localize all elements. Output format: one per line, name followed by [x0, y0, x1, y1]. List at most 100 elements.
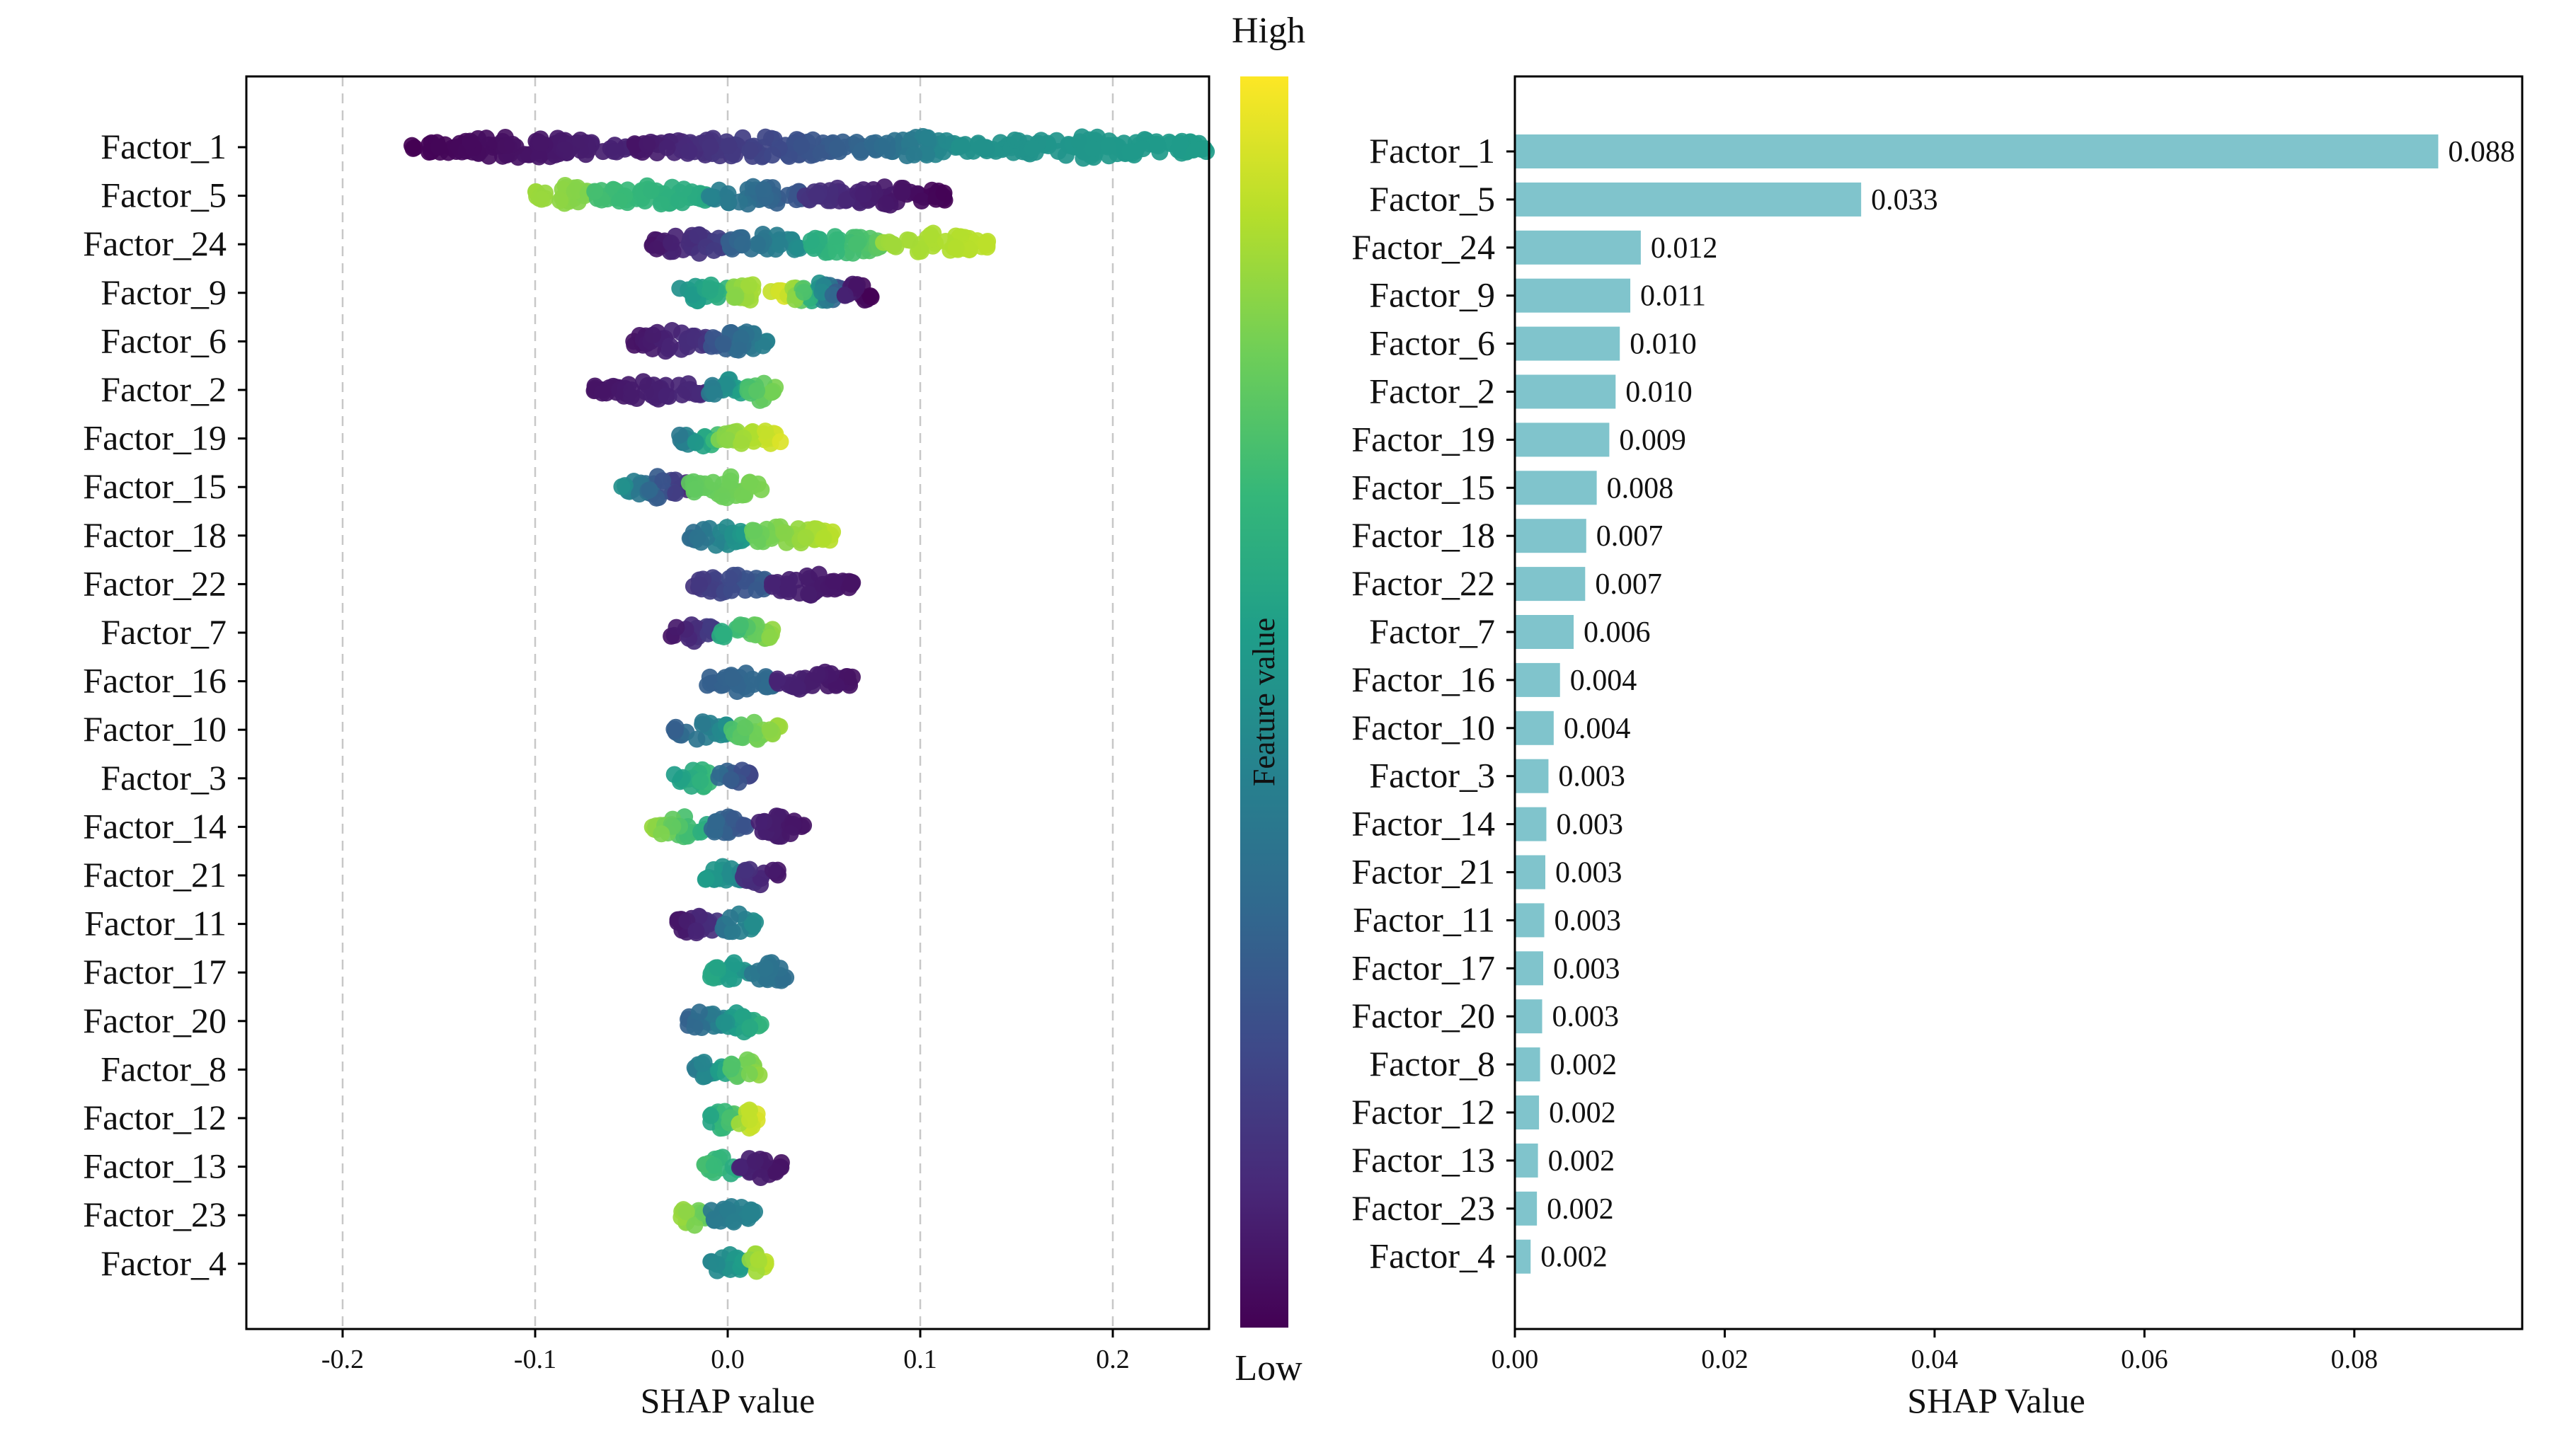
beeswarm-dot	[795, 283, 813, 301]
beeswarm-dot	[797, 529, 815, 546]
beeswarm-dot	[530, 148, 548, 166]
beeswarm-row	[625, 322, 776, 360]
bar	[1515, 1239, 1531, 1274]
y-tick-label: Factor_16	[1351, 660, 1495, 699]
beeswarm-dot	[667, 485, 685, 502]
beeswarm-dot	[756, 960, 774, 977]
y-tick-label: Factor_23	[83, 1195, 227, 1234]
colorbar: High Low Feature value	[1232, 11, 1305, 1388]
beeswarm-dot	[720, 137, 738, 155]
y-tick-label: Factor_11	[84, 904, 227, 943]
beeswarm-row	[585, 371, 784, 409]
bar-chart: 0.088 0.033 0.012 0.011 0.010 0.010 0.009 0.008…	[1351, 75, 2524, 1420]
beeswarm-dot	[771, 236, 789, 253]
y-tick-label: Factor_19	[83, 418, 227, 458]
beeswarm-dot	[775, 524, 793, 541]
beeswarm-dot	[723, 923, 741, 941]
bar	[1515, 951, 1544, 986]
beeswarm-dot	[687, 922, 705, 940]
beeswarm-dot	[782, 825, 799, 843]
beeswarm-dot	[862, 288, 880, 306]
beeswarm-row	[663, 616, 782, 650]
y-tick-label: Factor_10	[1351, 708, 1495, 747]
beeswarm-dot	[686, 481, 704, 498]
beeswarm-dot	[743, 670, 761, 688]
beeswarm-dot	[692, 772, 709, 790]
bar-chart-frame	[1513, 75, 2524, 1330]
bar-value-label: 0.002	[1548, 1145, 1615, 1178]
beeswarm-dot	[714, 335, 732, 352]
y-tick-label: Factor_23	[1351, 1188, 1495, 1228]
y-tick-label: Factor_14	[1351, 804, 1495, 844]
beeswarm-dot	[750, 813, 768, 831]
beeswarm-dot	[706, 385, 723, 403]
beeswarm-dot	[634, 373, 652, 391]
beeswarm-dot	[737, 861, 755, 879]
beeswarm-dot	[673, 386, 691, 403]
beeswarm-x-label: SHAP value	[641, 1381, 815, 1420]
beeswarm-dot	[1193, 141, 1210, 159]
beeswarm-dot	[726, 954, 743, 972]
beeswarm-row	[643, 807, 813, 846]
beeswarm-dot	[688, 730, 706, 748]
beeswarm-dot	[847, 235, 865, 253]
beeswarm-dot	[789, 679, 806, 696]
beeswarm-dot	[877, 195, 895, 213]
x-tick-label: 0.04	[1911, 1345, 1959, 1374]
beeswarm-dot	[689, 529, 706, 546]
bar	[1515, 855, 1545, 890]
beeswarm-dot	[884, 236, 902, 253]
beeswarm-dot	[697, 870, 715, 887]
beeswarm-dot	[852, 144, 870, 161]
y-tick-label: Factor_14	[83, 806, 227, 846]
x-tick-label: 0.08	[2331, 1345, 2378, 1374]
beeswarm-dot	[702, 138, 719, 156]
y-tick-label: Factor_2	[1369, 372, 1495, 411]
beeswarm-dot	[648, 240, 665, 258]
beeswarm-dots	[403, 127, 1215, 1280]
beeswarm-row	[665, 761, 759, 795]
beeswarm-dot	[623, 381, 641, 399]
bar	[1515, 278, 1631, 313]
beeswarm-dot	[725, 1213, 743, 1231]
y-tick-label: Factor_2	[101, 369, 227, 409]
beeswarm-dot	[947, 239, 965, 257]
beeswarm-dot	[663, 234, 680, 252]
beeswarm-dot	[532, 134, 549, 152]
bar	[1515, 807, 1547, 841]
beeswarm-dot	[763, 146, 781, 164]
beeswarm-dot	[719, 431, 737, 449]
beeswarm-dot	[769, 670, 786, 688]
beeswarm-dot	[733, 486, 751, 504]
bar	[1515, 615, 1574, 649]
beeswarm-dot	[761, 628, 779, 646]
bar-value-label: 0.004	[1570, 665, 1637, 697]
beeswarm-dot	[571, 131, 589, 149]
beeswarm-dot	[793, 137, 811, 154]
beeswarm-dot	[593, 384, 611, 402]
beeswarm-dot	[1134, 140, 1152, 158]
beeswarm-dot	[723, 1056, 741, 1074]
beeswarm-dot	[714, 488, 731, 505]
bar	[1515, 759, 1549, 793]
x-tick-label: 0.2	[1096, 1345, 1130, 1374]
beeswarm-dot	[748, 235, 766, 253]
y-tick-label: Factor_19	[1351, 419, 1495, 459]
y-tick-label: Factor_6	[101, 321, 227, 360]
beeswarm-dot	[828, 243, 845, 261]
y-tick-label: Factor_5	[1369, 179, 1495, 219]
beeswarm-dot	[701, 282, 719, 299]
y-tick-label: Factor_7	[101, 612, 227, 652]
y-tick-label: Factor_18	[1351, 515, 1495, 555]
beeswarm-dot	[1024, 140, 1041, 158]
beeswarm-dot	[740, 1111, 758, 1129]
y-tick-label: Factor_13	[83, 1146, 227, 1186]
beeswarm-row	[671, 422, 789, 455]
bar	[1515, 326, 1620, 361]
beeswarm-dot	[1100, 147, 1118, 165]
y-tick-label: Factor_9	[1369, 275, 1495, 315]
beeswarm-dot	[740, 1065, 758, 1083]
beeswarm-dot	[781, 570, 798, 588]
bar-value-label: 0.002	[1549, 1097, 1616, 1129]
beeswarm-dot	[800, 585, 818, 603]
